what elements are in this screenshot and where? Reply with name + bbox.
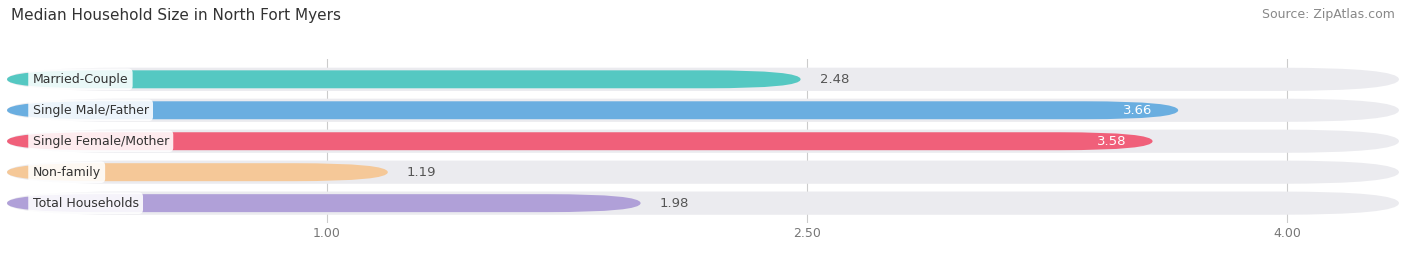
Text: 3.66: 3.66 [1123, 104, 1153, 117]
Text: 2.48: 2.48 [820, 73, 849, 86]
FancyBboxPatch shape [7, 130, 1399, 153]
FancyBboxPatch shape [7, 192, 1399, 215]
FancyBboxPatch shape [7, 101, 1178, 119]
FancyBboxPatch shape [7, 161, 1399, 184]
FancyBboxPatch shape [7, 99, 1399, 122]
Text: 1.19: 1.19 [406, 166, 436, 179]
Text: Single Female/Mother: Single Female/Mother [32, 135, 169, 148]
Text: Single Male/Father: Single Male/Father [32, 104, 149, 117]
Text: Median Household Size in North Fort Myers: Median Household Size in North Fort Myer… [11, 8, 342, 23]
FancyBboxPatch shape [7, 194, 641, 212]
Text: 1.98: 1.98 [659, 197, 689, 210]
Text: Total Households: Total Households [32, 197, 139, 210]
Text: Married-Couple: Married-Couple [32, 73, 128, 86]
Text: Non-family: Non-family [32, 166, 101, 179]
FancyBboxPatch shape [7, 68, 1399, 91]
Text: 3.58: 3.58 [1098, 135, 1128, 148]
FancyBboxPatch shape [7, 163, 388, 181]
Text: Source: ZipAtlas.com: Source: ZipAtlas.com [1261, 8, 1395, 21]
FancyBboxPatch shape [7, 132, 1153, 150]
FancyBboxPatch shape [7, 70, 800, 88]
